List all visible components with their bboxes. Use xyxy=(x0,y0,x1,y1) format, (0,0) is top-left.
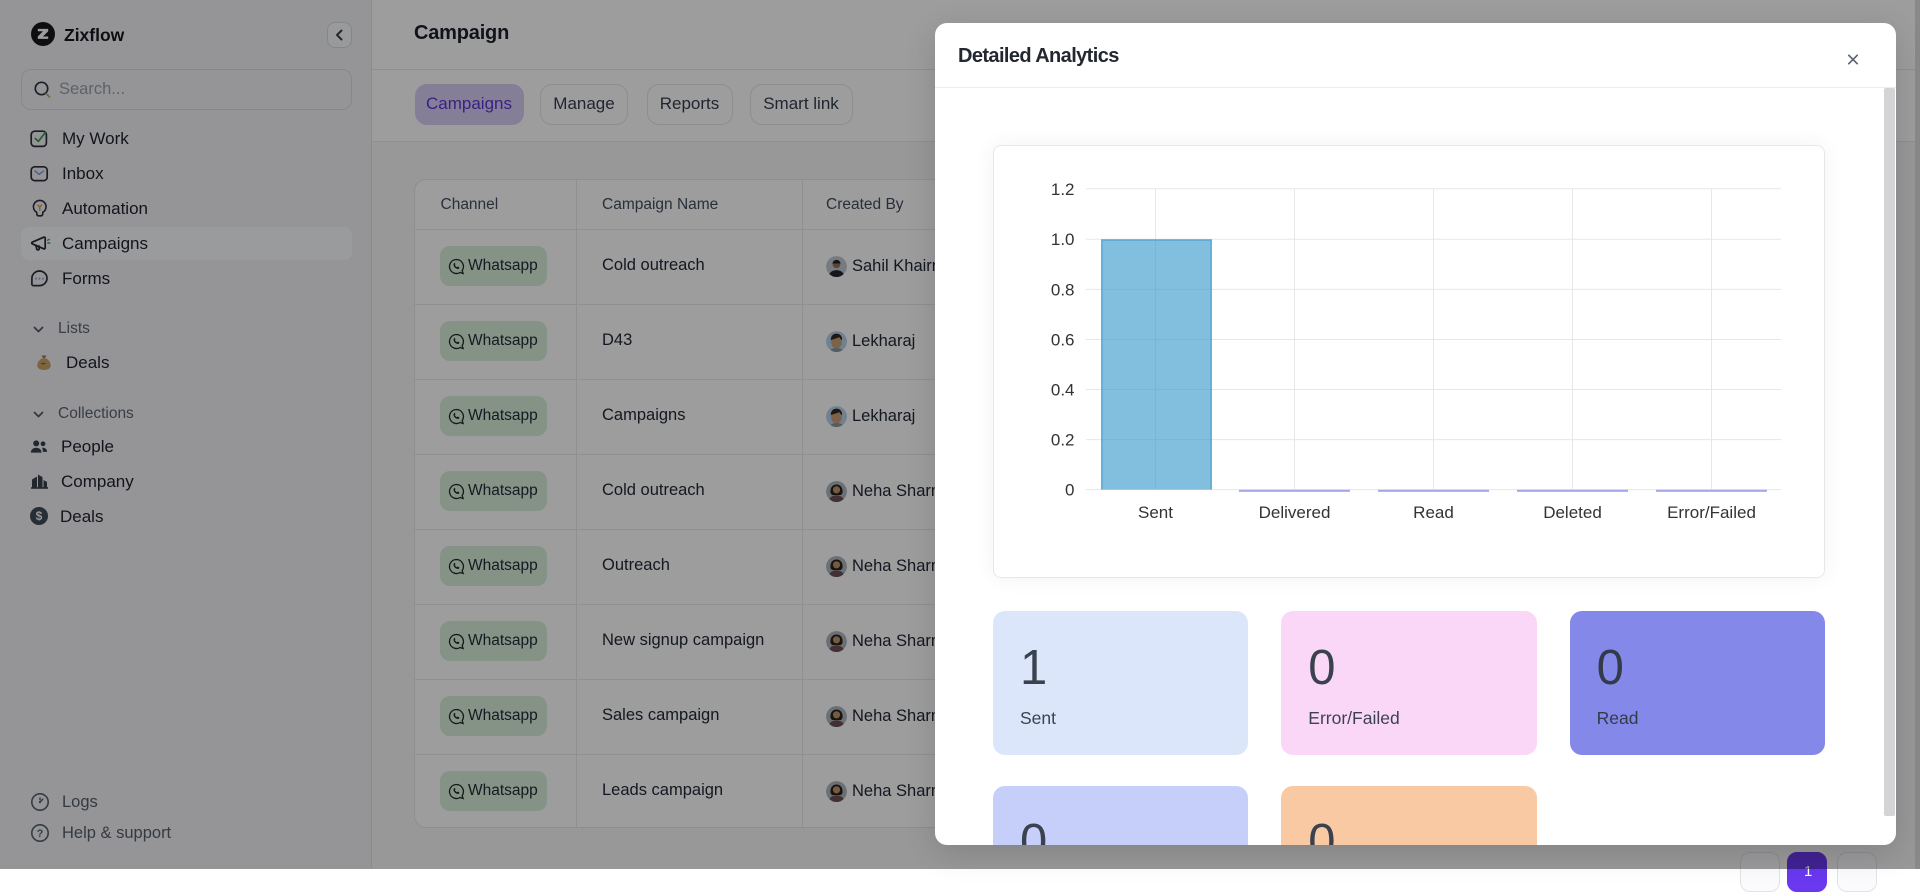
svg-text:Read: Read xyxy=(1413,503,1454,522)
svg-text:Sent: Sent xyxy=(1138,503,1173,522)
svg-text:1.2: 1.2 xyxy=(1051,180,1075,199)
svg-text:0.4: 0.4 xyxy=(1051,381,1075,400)
svg-text:0.6: 0.6 xyxy=(1051,331,1075,350)
svg-text:0.8: 0.8 xyxy=(1051,280,1075,299)
svg-text:?: ? xyxy=(37,828,44,840)
svg-text:$: $ xyxy=(36,509,43,523)
svg-text:0: 0 xyxy=(1065,481,1074,500)
svg-text:Error/Failed: Error/Failed xyxy=(1667,503,1756,522)
svg-text:Delivered: Delivered xyxy=(1259,503,1331,522)
svg-text:Deleted: Deleted xyxy=(1543,503,1602,522)
svg-text:1.0: 1.0 xyxy=(1051,230,1075,249)
svg-text:0.2: 0.2 xyxy=(1051,431,1075,450)
